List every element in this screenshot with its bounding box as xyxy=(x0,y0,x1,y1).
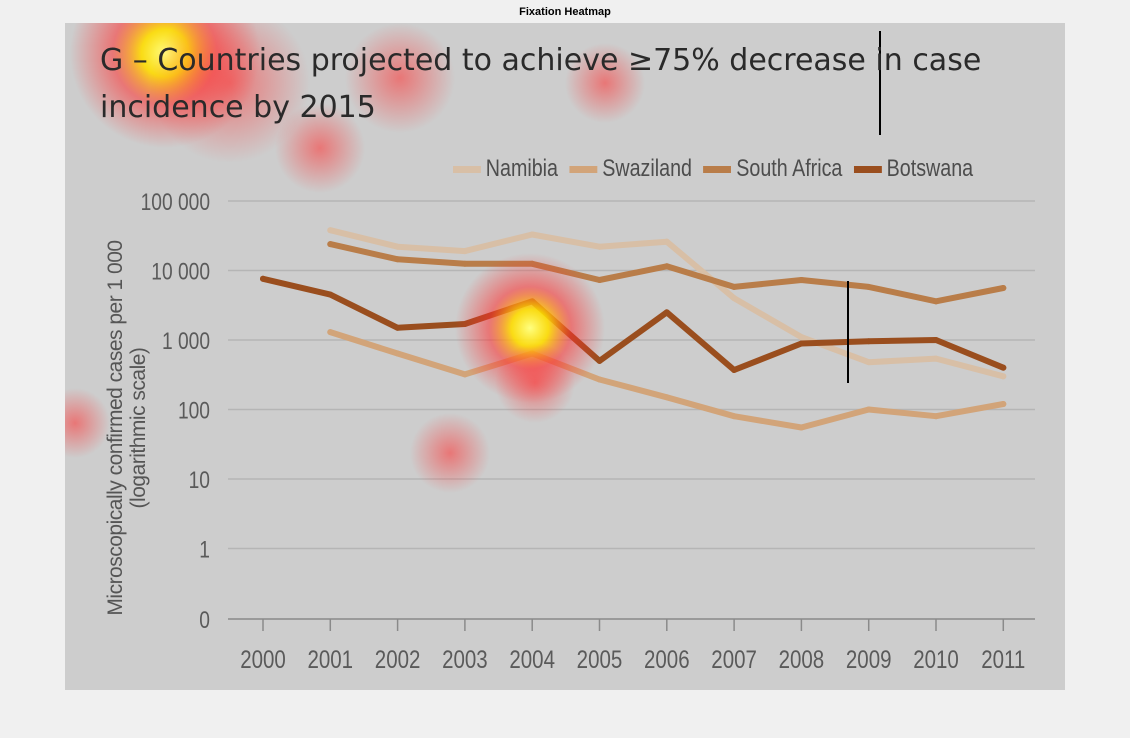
data-point xyxy=(798,424,805,431)
chart-legend: Namibia Swaziland South Africa Botswana xyxy=(453,154,973,184)
x-tick-label: 2010 xyxy=(913,645,959,673)
data-point xyxy=(596,276,603,283)
data-point xyxy=(663,309,670,316)
data-point xyxy=(731,295,738,302)
data-point xyxy=(260,275,266,282)
fixation-blob xyxy=(410,413,490,493)
data-point xyxy=(663,394,670,401)
data-point xyxy=(529,260,536,267)
data-point xyxy=(596,376,603,383)
legend-item: South Africa xyxy=(703,155,842,183)
axis-layer: 0 1 10 100 1 000 10 000 100 000 2000 2001 2002 200… xyxy=(141,188,1026,674)
data-point xyxy=(394,256,401,263)
y-tick-label: 0 xyxy=(199,606,210,634)
data-point xyxy=(663,238,670,245)
x-tick-label: 2009 xyxy=(846,645,892,673)
x-tick-label: 2007 xyxy=(711,645,757,673)
legend-swatch xyxy=(453,165,481,173)
x-tick-label: 2008 xyxy=(779,645,825,673)
y-tick-label: 100 000 xyxy=(141,188,210,216)
x-tick-label: 2003 xyxy=(442,645,488,673)
series-line-botswana xyxy=(260,275,1007,373)
y-tick-label: 100 xyxy=(178,396,210,424)
x-tick-label: 2011 xyxy=(981,645,1025,673)
chart-panel: 0 1 10 100 1 000 10 000 100 000 2000 2001 2002 200… xyxy=(65,23,1065,690)
data-point xyxy=(529,298,536,305)
x-tick-label: 2001 xyxy=(307,645,353,673)
series-line-south-africa xyxy=(327,241,1007,305)
legend-item: Namibia xyxy=(453,155,558,183)
data-point xyxy=(731,367,738,374)
data-point xyxy=(933,337,939,343)
legend-item: Swaziland xyxy=(569,155,692,183)
data-point xyxy=(461,320,468,327)
series-line-namibia xyxy=(327,227,1007,380)
legend-label: Botswana xyxy=(886,155,974,182)
series-layer xyxy=(260,227,1007,431)
data-point xyxy=(327,329,334,336)
x-tick-label: 2006 xyxy=(644,645,690,673)
figure-title: Fixation Heatmap xyxy=(519,6,611,18)
cursor-marker-layer xyxy=(847,31,881,383)
data-point xyxy=(731,283,738,290)
data-point xyxy=(933,298,939,305)
data-point xyxy=(394,324,401,331)
data-point xyxy=(663,263,670,270)
data-point xyxy=(529,350,536,357)
data-point xyxy=(529,231,536,238)
data-point xyxy=(394,243,401,250)
data-point xyxy=(327,241,334,248)
data-point xyxy=(933,413,939,420)
data-point xyxy=(798,334,805,341)
data-point xyxy=(461,248,468,255)
x-tick-label: 2005 xyxy=(577,645,623,673)
data-point xyxy=(596,357,603,364)
x-tick-label: 2000 xyxy=(240,645,286,673)
data-point xyxy=(865,406,872,413)
x-tick-label: 2004 xyxy=(509,645,555,673)
data-point xyxy=(461,260,468,267)
chart-title: G – Countries projected to achieve ≥75% … xyxy=(100,43,982,125)
grid-layer xyxy=(228,200,1035,620)
y-axis-label: Microscopically confirmed cases per 1 00… xyxy=(104,218,150,638)
data-point xyxy=(327,227,334,234)
data-point xyxy=(731,413,738,420)
legend-label: Swaziland xyxy=(602,155,692,182)
data-point xyxy=(865,338,872,345)
data-point xyxy=(798,340,805,347)
data-point xyxy=(394,350,401,357)
legend-label: South Africa xyxy=(736,155,843,182)
data-point xyxy=(1000,400,1007,407)
data-point xyxy=(933,355,939,362)
data-point xyxy=(865,283,872,290)
series-line-swaziland xyxy=(327,329,1007,431)
data-point xyxy=(461,371,468,378)
legend-label: Namibia xyxy=(485,155,558,182)
y-axis-label-line-2: (logarithmic scale) xyxy=(127,347,150,509)
legend-swatch xyxy=(703,165,732,173)
data-point xyxy=(596,243,603,250)
y-tick-label: 1 xyxy=(199,535,210,563)
data-point xyxy=(1000,364,1007,371)
y-axis-label-line-1: Microscopically confirmed cases per 1 00… xyxy=(104,240,127,616)
legend-swatch xyxy=(853,165,882,173)
y-tick-label: 10 xyxy=(189,466,210,494)
x-tick-label: 2002 xyxy=(375,645,421,673)
data-point xyxy=(798,276,805,283)
data-point xyxy=(865,359,872,366)
legend-item: Botswana xyxy=(853,155,974,183)
data-point xyxy=(327,291,334,298)
y-tick-label: 1 000 xyxy=(162,327,210,355)
legend-swatch xyxy=(569,165,598,173)
data-point xyxy=(1000,285,1007,292)
y-tick-label: 10 000 xyxy=(151,257,210,285)
data-point xyxy=(1000,373,1007,380)
